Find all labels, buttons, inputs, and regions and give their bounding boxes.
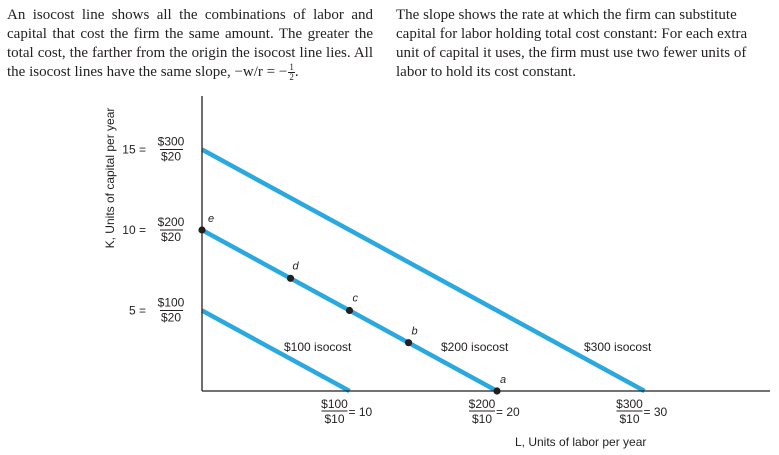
x-tick-numerator: $100 (321, 397, 348, 411)
x-tick-denominator: $10 (472, 412, 492, 426)
point-label-a: a (500, 374, 506, 386)
caption-right-text: The slope shows the rate at which the fi… (396, 7, 748, 80)
y-tick-numerator: $200 (158, 215, 185, 229)
x-tick-20: $200$10 = 20 (469, 397, 520, 426)
x-tick-denominator: $10 (619, 412, 639, 426)
x-tick-denominator: $10 (324, 412, 344, 426)
x-tick-numerator: $200 (469, 397, 496, 411)
x-tick-numerator: $300 (616, 397, 643, 411)
x-tick-value: = 20 (496, 405, 520, 419)
point-label-c: c (353, 293, 359, 305)
caption-left: An isocost line shows all the combinatio… (7, 7, 373, 83)
y-tick-denominator: $20 (161, 311, 181, 325)
y-tick-15: 15 = $300$20 (122, 135, 184, 164)
x-tick-value: = 10 (349, 405, 373, 419)
isocost-label-100: $100 isocost (284, 340, 352, 354)
y-tick-denominator: $20 (161, 230, 181, 244)
isocost-lines (200, 147, 646, 393)
isocost-line-300 (200, 147, 646, 393)
isocost-label-300: $300 isocost (584, 340, 652, 354)
isocost-line-100 (200, 308, 351, 393)
x-tick-10: $100$10 = 10 (321, 397, 372, 426)
x-tick-value: = 30 (644, 405, 668, 419)
point-label-e: e (208, 213, 214, 225)
x-tick-30: $300$10 = 30 (616, 397, 667, 426)
x-tick-labels: $100$10 = 10$200$10 = 20$300$10 = 30 (321, 397, 667, 426)
point-b (404, 339, 413, 347)
caption-left-text: An isocost line shows all the combinatio… (7, 7, 373, 80)
point-label-b: b (412, 326, 418, 338)
y-tick-value: 15 = (122, 143, 146, 157)
y-tick-numerator: $300 (158, 135, 185, 149)
points: e d c b a (198, 213, 506, 395)
y-tick-5: 5 = $100$20 (129, 296, 185, 325)
y-tick-10: 10 = $200$20 (122, 215, 184, 244)
y-tick-value: 10 = (122, 223, 146, 237)
point-c (345, 306, 354, 315)
y-axis-label: K, Units of capital per year (103, 108, 117, 249)
y-tick-value: 5 = (129, 304, 146, 318)
isocost-label-200: $200 isocost (441, 340, 509, 354)
point-d (286, 274, 295, 282)
point-a (493, 387, 501, 395)
point-e (198, 226, 206, 234)
y-tick-denominator: $20 (161, 150, 181, 164)
y-tick-numerator: $100 (158, 296, 185, 310)
point-label-d: d (293, 260, 300, 272)
caption-right: The slope shows the rate at which the fi… (396, 6, 768, 82)
isocost-labels: $100 isocost $200 isocost $300 isocost (284, 340, 652, 354)
x-axis-label: L, Units of labor per year (515, 435, 646, 449)
